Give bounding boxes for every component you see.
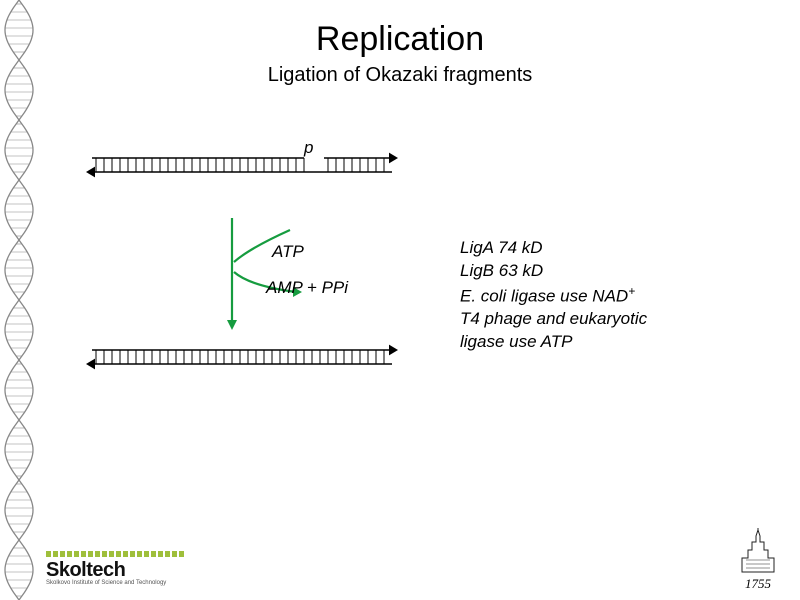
page-title: Replication (0, 20, 800, 59)
amp-ppi-label: AMP + PPi (266, 278, 348, 298)
msu-logo: 1755 (734, 528, 782, 592)
info-line: ligase use ATP (460, 331, 647, 354)
info-line: LigB 63 kD (460, 260, 647, 283)
info-line: E. coli ligase use NAD+ (460, 283, 647, 309)
msu-tower-icon (734, 528, 782, 576)
info-line: T4 phage and eukaryotic (460, 308, 647, 331)
atp-label: ATP (272, 242, 304, 262)
skoltech-logo: Skoltech Skolkovo Institute of Science a… (46, 551, 196, 586)
skoltech-subtext: Skolkovo Institute of Science and Techno… (46, 580, 196, 586)
ligase-info: LigA 74 kDLigB 63 kDE. coli ligase use N… (460, 237, 647, 354)
page-subtitle: Ligation of Okazaki fragments (0, 64, 800, 87)
skoltech-bar-icon (46, 551, 196, 559)
phosphate-label: p (304, 138, 313, 158)
info-line: LigA 74 kD (460, 237, 647, 260)
dna-helix-svg (2, 0, 36, 600)
skoltech-brand: Skoltech (46, 559, 125, 581)
msu-year: 1755 (734, 576, 782, 592)
dna-helix-decoration (2, 0, 36, 600)
ligation-diagram (0, 0, 800, 600)
